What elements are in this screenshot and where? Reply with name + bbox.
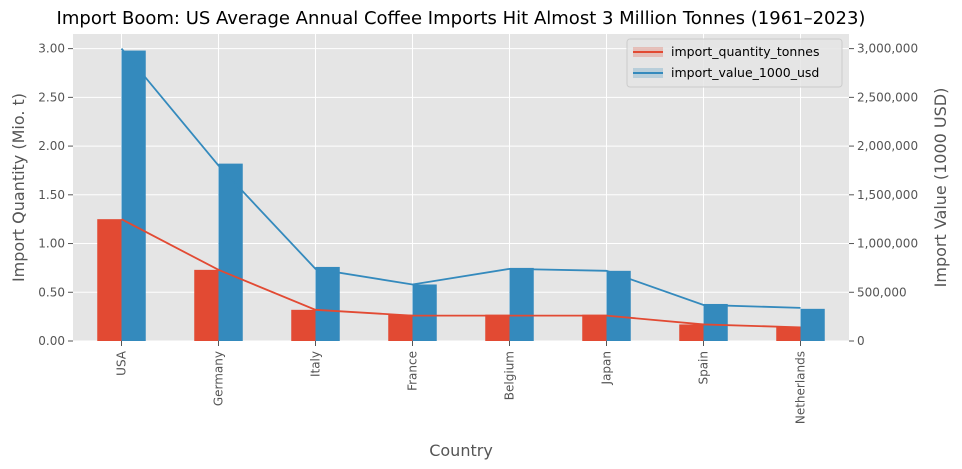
y-axis-left-title: Import Quantity (Mio. t): [9, 93, 28, 282]
bar-quantity-germany: [194, 269, 219, 341]
y-left-tick-label: 1.50: [38, 188, 65, 202]
legend-label-value: import_value_1000_usd: [671, 65, 819, 80]
x-tick-label-germany: Germany: [212, 351, 226, 406]
x-tick-label-belgium: Belgium: [503, 351, 517, 400]
y-left-tick-label: 3.00: [38, 42, 65, 56]
y-right-tick-label: 2,000,000: [857, 139, 918, 153]
axes: 0.00 0.50 1.00 1.50 2.00 2.50 3.00 0 500,000 1,00…: [38, 42, 918, 425]
y-left-tick-label: 2.00: [38, 139, 65, 153]
bar-value-germany: [218, 163, 243, 341]
bar-value-italy: [315, 266, 340, 341]
y-right-tick-label: 1,000,000: [857, 237, 918, 251]
x-tick-label-italy: Italy: [309, 351, 323, 377]
legend-label-quantity: import_quantity_tonnes: [671, 44, 819, 59]
legend-entry-value: import_value_1000_usd: [633, 65, 819, 80]
y-left-tick-label: 0.00: [38, 334, 65, 348]
y-right-tick-label: 1,500,000: [857, 188, 918, 202]
x-axis-title: Country: [429, 441, 493, 460]
y-left-tick-label: 0.50: [38, 285, 65, 299]
y-right-tick-label: 500,000: [857, 285, 907, 299]
legend-entry-quantity: import_quantity_tonnes: [633, 44, 819, 59]
bars: [97, 50, 825, 342]
bar-value-belgium: [509, 267, 534, 341]
bar-quantity-spain: [679, 324, 704, 341]
y-right-tick-label: 0: [857, 334, 865, 348]
line-quantity: [121, 218, 801, 329]
bar-value-netherlands: [800, 308, 825, 341]
line-overlay: [120, 48, 801, 329]
bar-quantity-france: [388, 314, 413, 341]
bar-quantity-belgium: [485, 314, 510, 341]
bar-value-usa: [121, 50, 146, 342]
bar-value-spain: [703, 303, 728, 341]
bar-value-japan: [606, 270, 631, 341]
x-tick-label-usa: USA: [115, 350, 129, 376]
bar-quantity-japan: [582, 314, 607, 341]
bar-quantity-usa: [97, 219, 122, 341]
y-axis-right-title: Import Value (1000 USD): [931, 88, 950, 288]
bar-quantity-italy: [291, 309, 316, 341]
chart-title: Import Boom: US Average Annual Coffee Im…: [57, 8, 866, 29]
x-tick-label-netherlands: Netherlands: [794, 351, 808, 424]
x-tick-label-japan: Japan: [600, 351, 614, 385]
line-value: [120, 48, 801, 309]
bar-quantity-netherlands: [776, 327, 801, 341]
y-left-tick-label: 2.50: [38, 90, 65, 104]
legend-box: [626, 38, 843, 88]
y-right-tick-label: 2,500,000: [857, 90, 918, 104]
legend: import_quantity_tonnes import_value_1000…: [626, 38, 843, 88]
bar-value-france: [412, 284, 437, 341]
y-right-tick-label: 3,000,000: [857, 42, 918, 56]
y-left-tick-label: 1.00: [38, 237, 65, 251]
x-tick-label-france: France: [406, 351, 420, 391]
x-tick-label-spain: Spain: [697, 351, 711, 385]
